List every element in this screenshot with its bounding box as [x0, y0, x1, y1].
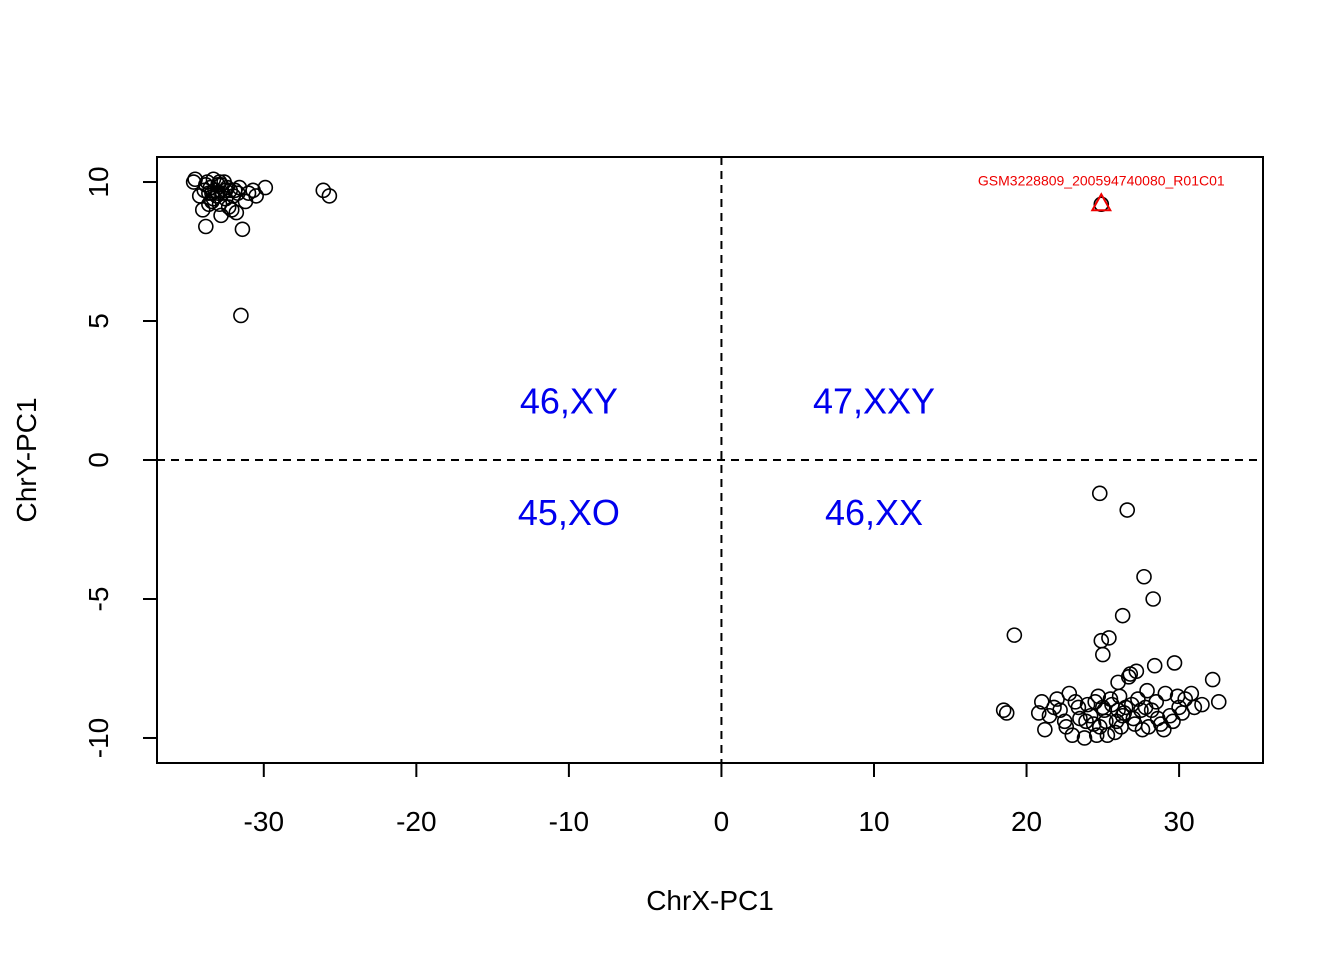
data-point	[1110, 702, 1126, 718]
region-label: 46,XX	[825, 492, 923, 533]
data-point	[1030, 705, 1047, 721]
data-point	[185, 174, 202, 190]
y-axis-title: ChrY-PC1	[11, 397, 42, 522]
data-point	[1146, 657, 1163, 674]
data-point	[1137, 699, 1154, 716]
data-point	[227, 182, 243, 199]
female-points	[995, 485, 1227, 746]
y-tick-label: 0	[83, 452, 114, 468]
x-tick-label: -30	[244, 806, 284, 837]
data-point	[1114, 707, 1131, 724]
data-point	[1210, 694, 1227, 710]
data-point	[234, 221, 251, 238]
data-point	[1148, 694, 1165, 710]
region-label: 46,XY	[520, 381, 618, 422]
data-point	[1046, 699, 1062, 716]
data-point	[1114, 607, 1131, 624]
highlight-label: GSM3228809_200594740080_R01C01	[978, 172, 1225, 188]
x-tick-label: 0	[714, 806, 730, 837]
data-point	[321, 188, 338, 204]
data-point	[1078, 713, 1094, 730]
y-tick-label: 10	[83, 166, 114, 197]
data-point	[1006, 627, 1023, 643]
highlighted-sample: GSM3228809_200594740080_R01C01	[978, 172, 1225, 213]
data-point	[1149, 710, 1166, 727]
highlight-triangle-marker	[1090, 192, 1113, 212]
data-point	[1186, 699, 1203, 716]
region-label: 47,XXY	[813, 381, 935, 422]
data-point	[201, 196, 217, 213]
data-point	[1194, 696, 1210, 713]
data-point	[1139, 682, 1155, 699]
data-point	[1169, 688, 1186, 705]
data-point	[1079, 696, 1096, 713]
data-point	[1095, 646, 1111, 663]
data-point	[1067, 694, 1084, 710]
x-tick-label: 10	[858, 806, 889, 837]
data-point	[1128, 663, 1145, 680]
region-labels: 46,XY 47,XXY 45,XO 46,XX	[518, 381, 935, 533]
x-axis-title: ChrX-PC1	[646, 885, 774, 916]
y-tick-label: -10	[83, 718, 114, 758]
data-point	[995, 702, 1012, 718]
data-point	[1058, 719, 1075, 735]
x-tick-label: 20	[1011, 806, 1042, 837]
data-point	[204, 185, 220, 201]
data-point	[1119, 502, 1136, 518]
y-tick-label: -5	[83, 587, 114, 612]
data-point	[211, 174, 228, 190]
data-point	[230, 185, 246, 201]
data-point	[198, 218, 214, 235]
data-point	[1157, 685, 1174, 702]
data-point	[1090, 688, 1107, 705]
data-point	[1088, 727, 1105, 744]
data-point	[205, 190, 222, 207]
data-point	[1204, 671, 1221, 688]
x-tick-label: 30	[1164, 806, 1195, 837]
data-point	[1165, 713, 1181, 730]
data-point	[1082, 707, 1099, 724]
data-point	[1076, 730, 1093, 746]
data-point	[194, 202, 211, 218]
reference-lines	[157, 157, 1263, 763]
data-point	[213, 176, 229, 193]
data-point	[1101, 630, 1117, 646]
data-point	[1183, 685, 1200, 702]
y-tick-label: 5	[83, 313, 114, 329]
data-point	[1037, 721, 1053, 738]
data-point	[248, 188, 264, 204]
data-point	[257, 179, 274, 196]
data-point	[1091, 485, 1108, 502]
male-points	[185, 171, 338, 324]
data-point	[1110, 674, 1126, 691]
data-point	[1095, 699, 1111, 716]
data-point	[1145, 591, 1161, 607]
data-point	[1093, 632, 1110, 649]
data-point	[210, 185, 226, 201]
data-point	[223, 202, 240, 218]
data-point	[998, 705, 1015, 721]
data-point	[1166, 655, 1183, 671]
data-point	[1056, 713, 1073, 730]
region-label: 45,XO	[518, 492, 620, 533]
data-point	[1085, 716, 1102, 732]
data-point	[1136, 568, 1152, 585]
x-axis: -30 -20 -10 0 10 20 30	[244, 762, 1195, 837]
x-tick-label: -10	[549, 806, 589, 837]
data-point	[315, 182, 332, 199]
data-point	[1127, 716, 1143, 732]
x-tick-label: -20	[396, 806, 436, 837]
data-point	[233, 307, 249, 324]
y-axis: -10 -5 0 5 10	[83, 166, 158, 758]
